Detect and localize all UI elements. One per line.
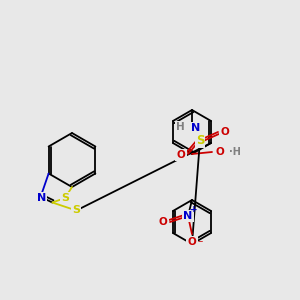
Text: N: N	[37, 193, 46, 203]
Text: +: +	[190, 206, 198, 214]
Text: N: N	[191, 123, 201, 133]
Text: O: O	[216, 147, 224, 157]
Text: O: O	[188, 237, 196, 247]
Text: S: S	[61, 193, 69, 203]
Text: S: S	[72, 206, 80, 215]
Text: N: N	[183, 211, 193, 221]
Text: O: O	[220, 127, 230, 137]
Text: ·H: ·H	[229, 147, 241, 157]
Text: O: O	[159, 217, 167, 227]
Text: S: S	[196, 134, 204, 146]
Text: ⁻: ⁻	[197, 239, 203, 249]
Text: O: O	[177, 150, 185, 160]
Text: H: H	[176, 122, 184, 132]
